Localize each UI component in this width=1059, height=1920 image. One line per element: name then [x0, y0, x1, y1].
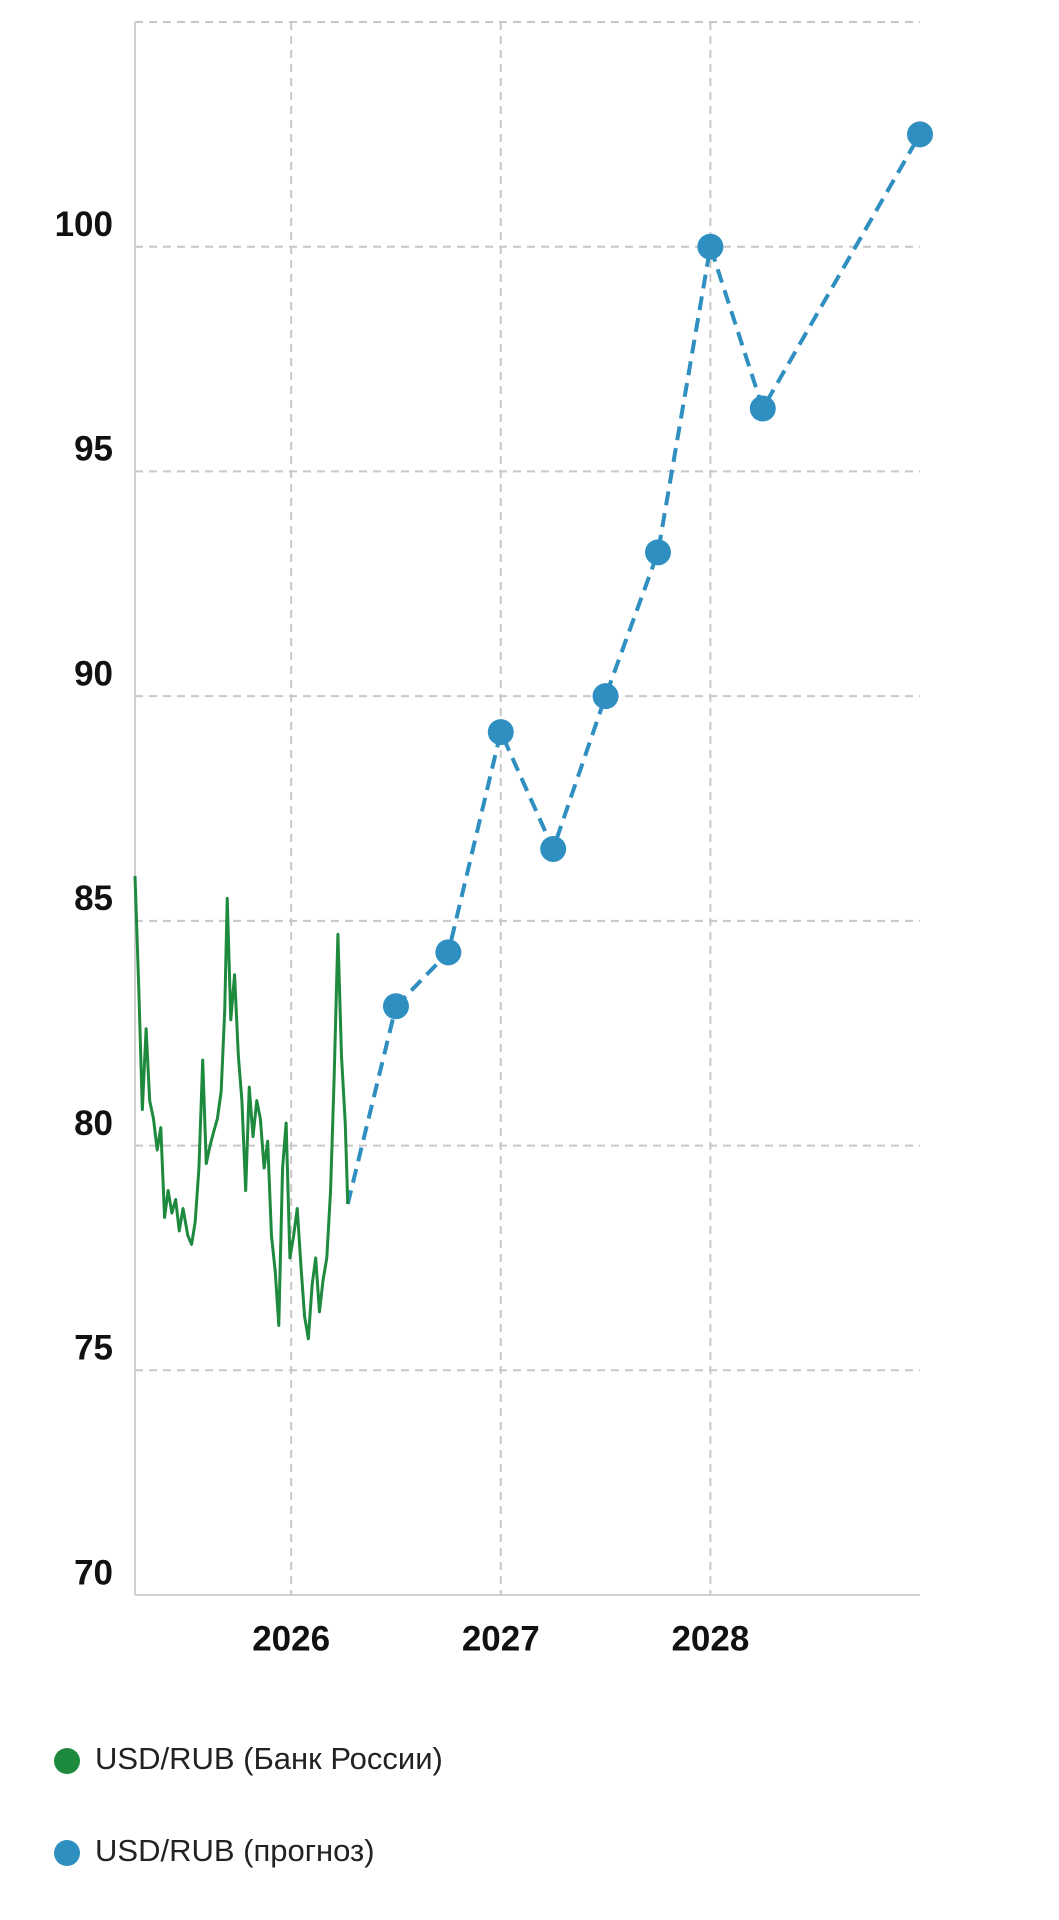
- legend-label: USD/RUB (Банк России): [95, 1741, 443, 1776]
- x-tick-label: 2028: [671, 1619, 749, 1658]
- y-tick-label: 70: [74, 1553, 113, 1592]
- point: [382, 993, 409, 1020]
- y-tick-label: 85: [74, 879, 113, 918]
- point: [907, 121, 933, 148]
- legend-marker: [54, 1840, 80, 1866]
- y-tick-label: 100: [55, 205, 113, 244]
- connector-line: [345, 1005, 398, 1205]
- point: [697, 233, 724, 260]
- y-tick-label: 80: [74, 1104, 113, 1143]
- point: [487, 719, 514, 746]
- y-tick-label: 90: [74, 654, 113, 693]
- point: [435, 939, 462, 966]
- point: [749, 395, 776, 422]
- legend-marker: [54, 1748, 80, 1774]
- series-line: [133, 875, 350, 1341]
- y-tick-label: 75: [74, 1329, 113, 1368]
- point: [540, 835, 567, 862]
- x-tick-label: 2026: [252, 1619, 330, 1658]
- legend-label: USD/RUB (прогноз): [95, 1833, 375, 1868]
- point: [644, 539, 671, 566]
- point: [592, 683, 619, 710]
- x-tick-label: 2027: [462, 1619, 540, 1658]
- series-line: [394, 133, 922, 1008]
- y-tick-label: 95: [74, 430, 113, 469]
